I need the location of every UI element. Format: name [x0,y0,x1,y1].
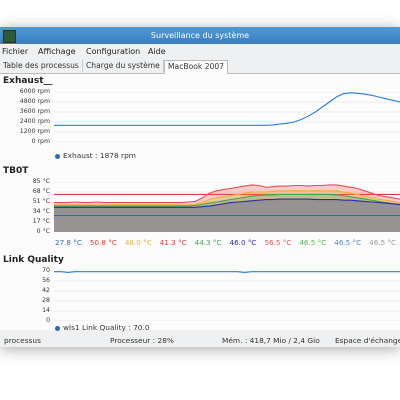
exhaust-legend-dot [55,153,60,159]
tb0t-tick: 51 °C [32,198,50,205]
link-tick: 56 [42,277,50,284]
link-tick: 14 [42,307,50,314]
tb0t-value-label: 50.8 °C [89,238,117,247]
menu-bar: Fichier Affichage Configuration Aide [0,44,400,59]
app-icon [3,30,16,43]
link-quality-title: Link Quality [3,255,64,265]
tab-macbook-2007[interactable]: MacBook 2007 [164,60,229,74]
link-legend-label: wls1 Link Quality : 70.0 [63,323,150,332]
tb0t-value-label: 56.5 °C [264,238,292,247]
tb0t-tick: 0 °C [36,228,50,235]
tb0t-tick: 17 °C [32,218,50,225]
tb0t-value-label: 48.0 °C [124,238,152,247]
tab-bar: Table des processus Charge du système Ma… [0,60,400,74]
tb0t-tick: 34 °C [32,208,50,215]
tb0t-series-line-area [54,184,400,232]
link-quality-chart [54,271,400,321]
tb0t-tick: 68 °C [32,188,50,195]
exhaust-legend: Exhaust : 1878 rpm [55,151,136,160]
tb0t-series-line [54,184,400,204]
system-monitor-window: Surveillance du système Fichier Affichag… [0,27,400,347]
tb0t-value-label: 27.8 °C [55,238,82,247]
status-memory: Mém. : 418,7 Mio / 2,4 Gio [222,336,320,345]
menu-help[interactable]: Aide [148,47,166,56]
tb0t-series-line [54,193,400,207]
tb0t-value-label: 46.5 °C [299,238,327,247]
tb0t-value-label: 44.3 °C [194,238,222,247]
exhaust-tick: 0 rpm [31,138,50,145]
menu-file[interactable]: Fichier [2,47,29,56]
exhaust-tick: 1200 rpm [19,128,50,135]
tb0t-value-label: 46.0 °C [229,238,257,247]
exhaust-tick: 2400 rpm [19,118,50,125]
tb0t-title: TB0T [3,166,29,176]
tb0t-series-line [54,198,400,208]
tab-system-load[interactable]: Charge du système [83,60,164,72]
sensor-panel: Exhaust__ 6000 rpm 4800 rpm 3600 rpm 240… [0,74,400,332]
link-tick: 42 [42,287,50,294]
link-tick: 0 [46,317,50,324]
tab-process-table[interactable]: Table des processus [0,60,83,72]
tb0t-value-label: 46.5 °C [334,238,362,247]
exhaust-tick: 3600 rpm [19,108,50,115]
tb0t-chart [54,182,400,232]
link-legend: wls1 Link Quality : 70.0 [55,323,150,332]
status-processes: processus [4,336,41,345]
title-bar[interactable]: Surveillance du système [0,27,400,44]
status-bar: processus Processeur : 28% Mém. : 418,7 … [0,334,400,347]
tb0t-values: 27.8 °C 50.8 °C 48.0 °C 41.3 °C 44.3 °C 46.0 … [55,238,400,247]
status-swap: Espace d'échange [335,336,400,345]
window-title: Surveillance du système [150,31,250,40]
exhaust-legend-label: Exhaust : 1878 rpm [63,151,136,160]
exhaust-tick: 4800 rpm [19,98,50,105]
menu-view[interactable]: Affichage [38,47,76,56]
link-legend-dot [55,325,60,331]
exhaust-title: Exhaust__ [3,76,53,86]
tb0t-series-line-area [54,190,400,232]
tb0t-series-line [54,190,400,206]
exhaust-tick: 6000 rpm [19,88,50,95]
tb0t-value-label: 46.5 °C [369,238,397,247]
status-cpu: Processeur : 28% [110,336,174,345]
tb0t-value-label: 41.3 °C [159,238,187,247]
link-quality-series-line [54,271,400,273]
menu-settings[interactable]: Configuration [86,47,141,56]
exhaust-series-line [54,92,400,126]
exhaust-chart [54,92,400,142]
link-tick: 70 [42,267,50,274]
tb0t-series-line-area [54,194,400,232]
tb0t-tick: 85 °C [32,178,50,185]
link-tick: 28 [42,297,50,304]
